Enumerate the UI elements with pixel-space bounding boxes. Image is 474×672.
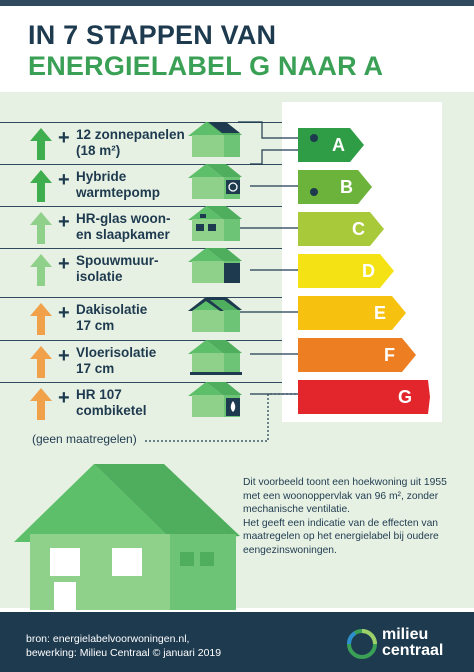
plus-sign: + [58, 211, 70, 233]
energy-label-bar-d [298, 254, 394, 288]
plus-sign: + [58, 387, 70, 409]
logo-line-1: milieu [382, 626, 429, 643]
improvement-arrow-icon [30, 303, 52, 335]
energy-label-letter: F [384, 345, 395, 365]
improvement-arrow-icon [30, 346, 52, 378]
roof-insulation-icon [188, 297, 242, 332]
energy-label-letter: C [352, 219, 365, 239]
energy-label-bar-f [298, 338, 416, 372]
solar-panel-icon [188, 122, 242, 157]
top-bar [0, 0, 474, 6]
page-title-line-1: IN 7 STAPPEN VAN [28, 20, 277, 50]
source-line: bron: energielabelvoorwoningen.nl, [26, 633, 190, 645]
improvement-arrow-icon [30, 128, 52, 160]
energy-label-bar-c [298, 212, 384, 246]
logo-line-2: centraal [382, 642, 444, 659]
description-paragraph-1: Dit voorbeeld toont een hoekwoning uit 1… [243, 477, 447, 515]
energy-label-bar-g [298, 380, 430, 414]
row-divider [0, 382, 282, 383]
measure-label: Dakisolatie 17 cm [76, 302, 148, 333]
energy-label-bar-b [298, 170, 372, 204]
improvement-arrow-icon [30, 170, 52, 202]
measure-label: Vloerisolatie 17 cm [76, 345, 157, 376]
page-title-line-2: ENERGIELABEL G NAAR A [28, 51, 384, 81]
description-paragraph-2: Het geeft een indicatie van de effecten … [243, 517, 439, 556]
row-divider [0, 340, 282, 341]
window-icon [188, 206, 242, 241]
improvement-arrow-icon [30, 388, 52, 420]
wall-insulation-icon [188, 248, 242, 283]
row-divider [0, 164, 282, 165]
improvement-arrow-icon [30, 254, 52, 286]
milieu-centraal-logo-icon [346, 629, 377, 659]
footer [0, 612, 474, 672]
boiler-flame-icon [188, 382, 242, 417]
energy-label-bar-e [298, 296, 406, 330]
no-measures-label: (geen maatregelen) [32, 432, 137, 446]
measure-label: Spouwmuur- isolatie [76, 253, 159, 284]
plus-sign: + [58, 345, 70, 367]
measure-label: HR 107 combiketel [76, 387, 147, 418]
row-divider [0, 248, 282, 249]
row-divider [0, 206, 282, 207]
large-house-illustration [14, 464, 240, 610]
row-divider [0, 122, 282, 123]
measure-label: 12 zonnepanelen (18 m²) [76, 127, 185, 158]
credit-line: bewerking: Milieu Centraal © januari 201… [26, 647, 222, 659]
energy-label-letter: D [362, 261, 375, 281]
logo-text: milieu centraal [382, 627, 443, 659]
connector-dot [310, 188, 318, 196]
plus-sign: + [58, 127, 70, 149]
plus-sign: + [58, 253, 70, 275]
description-text: Dit voorbeeld toont een hoekwoning uit 1… [243, 476, 453, 557]
row-divider [0, 297, 282, 298]
source-credit: bron: energielabelvoorwoningen.nl, bewer… [26, 632, 221, 660]
improvement-arrow-icon [30, 212, 52, 244]
measure-label: HR-glas woon- en slaapkamer [76, 211, 171, 242]
energy-label-letter: B [340, 177, 353, 197]
connector-dot [310, 134, 318, 142]
energy-label-letter: E [374, 303, 387, 323]
floor-insulation-icon [188, 340, 242, 375]
energy-label-letter: A [332, 135, 345, 155]
plus-sign: + [58, 169, 70, 191]
heat-pump-icon [188, 164, 242, 199]
energy-label-letter: G [398, 387, 413, 407]
measure-label: Hybride warmtepomp [76, 169, 161, 200]
plus-sign: + [58, 302, 70, 324]
